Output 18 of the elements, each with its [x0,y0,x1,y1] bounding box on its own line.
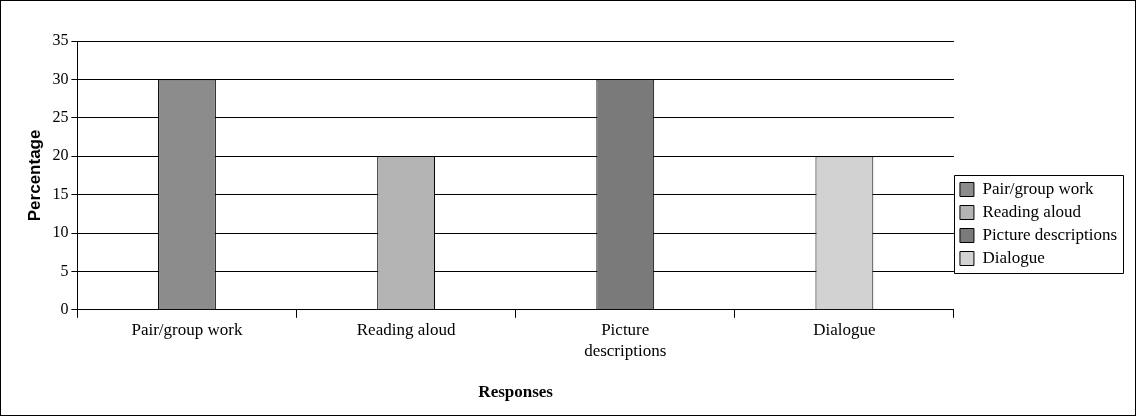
x-tick-label: Reading aloud [356,320,456,340]
y-tick-label: 5 [60,261,69,279]
x-tick-label: Dialogue [813,320,876,340]
y-tick-label: 20 [52,146,69,164]
y-axis-title: Percentage [24,129,44,222]
legend-label: Reading aloud [982,201,1082,221]
x-axis-title: Responses [478,382,554,402]
y-tick-label: 25 [52,108,69,125]
y-tick-label: 10 [52,223,69,241]
y-tick-label: 35 [52,31,69,49]
y-tick-label: 30 [52,69,69,87]
legend-label: Dialogue [982,247,1045,267]
x-tick-label: Pair/group work [131,320,243,340]
y-tick-label: 15 [52,184,69,202]
legend-label: Picture descriptions [982,224,1118,244]
legend-label: Pair/group work [982,178,1094,198]
x-tick-label: Picture descriptions [584,320,667,360]
y-tick-label: 0 [60,300,69,317]
